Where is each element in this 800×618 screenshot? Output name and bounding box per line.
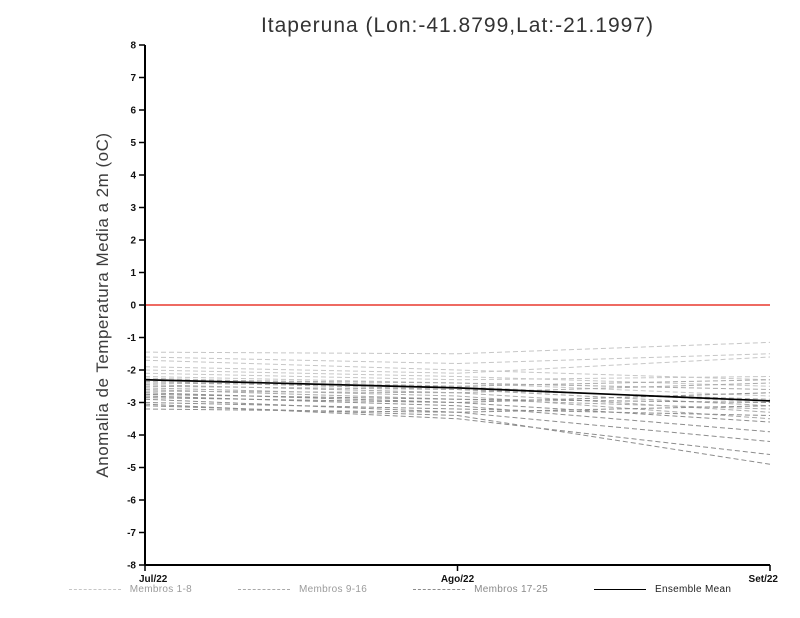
y-tick-label: -7 (127, 528, 136, 539)
y-tick-label: -6 (127, 496, 136, 507)
legend-line-sample (413, 589, 466, 590)
chart-title: Itaperuna (Lon:-41.8799,Lat:-21.1997) (260, 14, 655, 37)
legend-entry-members-1-8: Membros 1-8 (68, 584, 193, 595)
y-tick-label: -2 (127, 366, 136, 377)
legend-label: Membros 9-16 (299, 584, 368, 595)
legend-entry-ensemble-mean: Ensemble Mean (594, 584, 731, 595)
ensemble-member-line (144, 379, 771, 387)
y-tick-label: -1 (127, 333, 136, 344)
ensemble-member-line (144, 372, 771, 381)
ensemble-member-line (144, 369, 771, 387)
legend-line-sample (594, 589, 647, 590)
legend-entry-members-17-25: Membros 17-25 (413, 584, 548, 595)
ensemble-member-line (144, 402, 771, 416)
y-tick-label: 5 (130, 138, 136, 149)
x-tick-label: Jul/22 (139, 574, 168, 585)
ensemble-member-line (144, 353, 771, 365)
y-tick-label: 2 (130, 236, 136, 247)
y-tick-label: 7 (130, 73, 136, 84)
ensemble-member-line (144, 359, 771, 381)
x-tick-label: Set/22 (749, 574, 779, 585)
y-tick-label: -4 (127, 431, 136, 442)
ensemble-member-line (144, 341, 771, 355)
y-tick-label: -5 (127, 463, 136, 474)
legend-line-sample (68, 589, 121, 590)
y-tick-label: -3 (127, 398, 136, 409)
ensemble-member-line (144, 405, 771, 465)
ensemble-member-line (144, 405, 771, 413)
y-tick-label: 3 (130, 203, 136, 214)
legend-label: Membros 17-25 (474, 584, 549, 595)
legend-line-sample (238, 589, 291, 590)
ensemble-member-line (144, 379, 771, 390)
y-tick-label: 1 (130, 268, 136, 279)
y-tick-label: -8 (127, 561, 136, 572)
ensemble-member-line (144, 382, 771, 394)
ensemble-member-line (144, 356, 771, 374)
y-tick-label: 8 (130, 41, 136, 52)
ensemble-member-line (144, 393, 771, 403)
legend-label: Ensemble Mean (655, 584, 732, 595)
y-tick-label: 4 (130, 171, 136, 182)
y-tick-label: 6 (130, 106, 136, 117)
ensemble-mean-line (144, 378, 771, 402)
legend-label: Membros 1-8 (129, 584, 193, 595)
legend: Membros 1-8 Membros 9-16 Membros 17-25 E… (0, 584, 800, 595)
ensemble-member-line (144, 387, 771, 420)
x-tick-label: Ago/22 (441, 574, 475, 585)
y-tick-label: 0 (130, 301, 136, 312)
legend-entry-members-9-16: Membros 9-16 (238, 584, 367, 595)
